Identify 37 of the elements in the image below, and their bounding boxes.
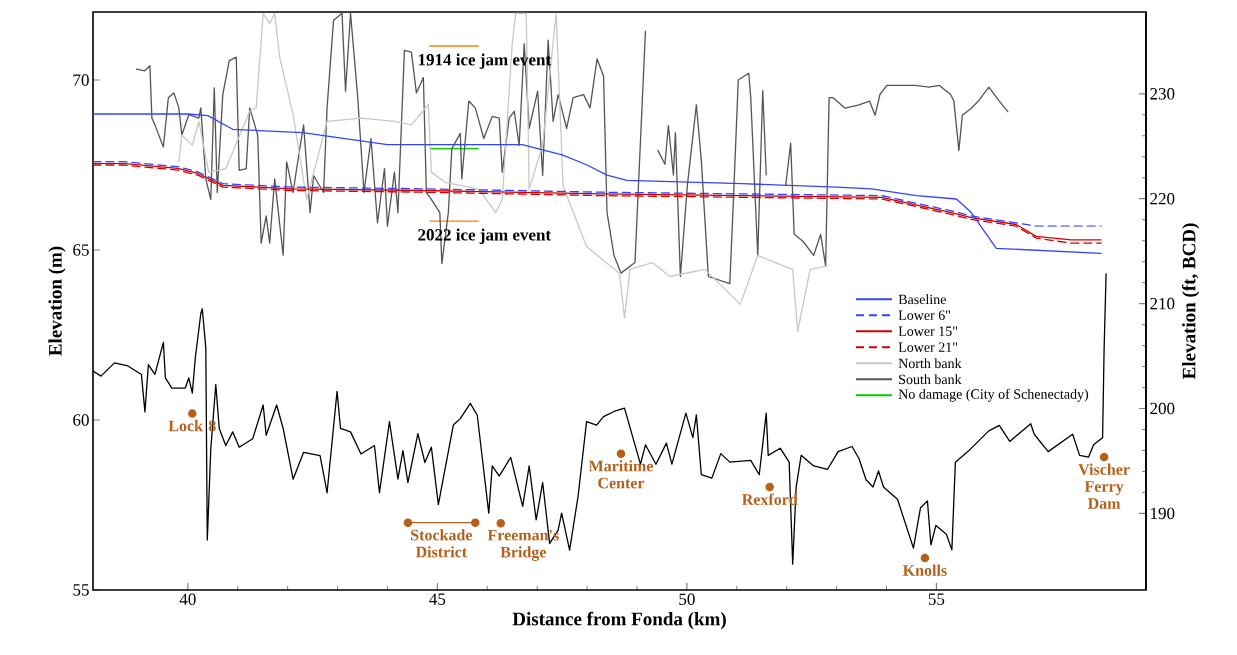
x-tick-label: 45 xyxy=(429,593,446,605)
y-tick-label: 70 xyxy=(73,74,89,86)
x-axis-title: Distance from Fonda (km) xyxy=(512,611,726,630)
point xyxy=(1099,452,1109,462)
line-series xyxy=(178,12,829,333)
y2-tick-label: 200 xyxy=(1150,402,1175,415)
legend-label: Lower 21" xyxy=(898,342,958,352)
y2-tick-label: 210 xyxy=(1150,297,1175,310)
y2-axis-title: Elevation (ft, BCD) xyxy=(1181,223,1200,380)
x-tick-label: 40 xyxy=(179,593,196,605)
line-series xyxy=(93,113,1102,255)
y2-tick-label: 220 xyxy=(1150,192,1175,205)
point xyxy=(920,553,930,563)
annotation: Knolls xyxy=(902,564,947,576)
y2-tick-label: 190 xyxy=(1151,507,1175,520)
y-tick-label: 60 xyxy=(73,414,89,426)
legend-label: Lower 6" xyxy=(898,310,951,320)
legend-label: North bank xyxy=(898,358,962,369)
annotation: Stockade District xyxy=(411,529,473,558)
point xyxy=(471,518,480,527)
annotation: Vischer Ferry Dam xyxy=(1078,463,1130,509)
x-tick-label: 55 xyxy=(928,593,945,605)
point xyxy=(188,409,197,418)
y2-tick-label: 230 xyxy=(1150,88,1175,100)
legend-label: No damage (City of Schenectady) xyxy=(898,388,1089,402)
x-tick-label: 50 xyxy=(679,593,695,605)
point xyxy=(616,449,626,458)
y-axis-title: Elevation (m) xyxy=(48,246,66,356)
point xyxy=(403,518,413,527)
y-tick-label: 65 xyxy=(73,244,89,256)
point xyxy=(496,519,505,528)
legend-label: South bank xyxy=(899,374,962,385)
point xyxy=(765,482,774,492)
y-tick-label: 55 xyxy=(73,584,89,596)
legend-label: Lower 15" xyxy=(898,326,958,336)
annotation: Maritime Center xyxy=(588,460,654,489)
legend-label: Baseline xyxy=(898,294,946,305)
